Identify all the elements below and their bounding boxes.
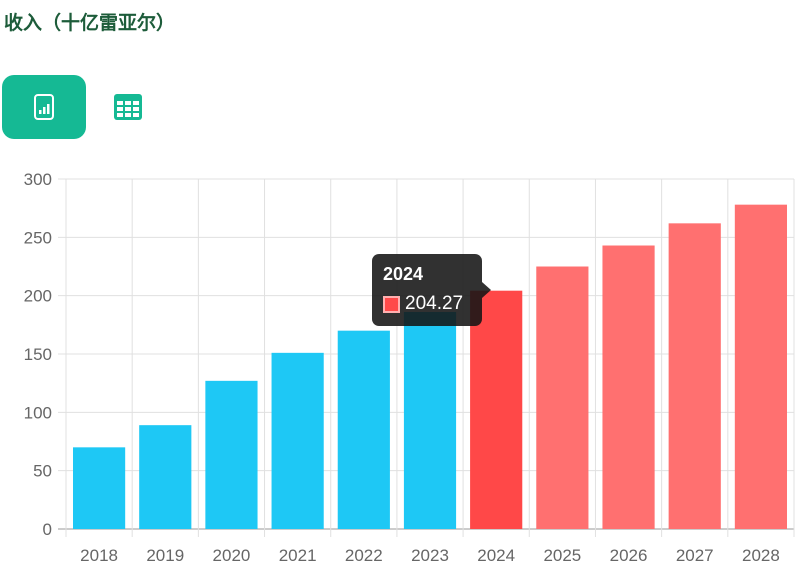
table-view-button[interactable] (88, 75, 168, 139)
y-tick-label: 100 (24, 403, 52, 422)
y-tick-label: 200 (24, 287, 52, 306)
bar-2021 (271, 352, 324, 529)
chart-icon (34, 94, 54, 120)
bar-2024 (470, 290, 523, 529)
bar-2028 (734, 204, 787, 529)
bar-2025 (536, 266, 589, 529)
x-tick-label: 2024 (477, 546, 515, 565)
x-tick-label: 2026 (610, 546, 648, 565)
bar-2019 (139, 425, 192, 529)
x-tick-label: 2020 (213, 546, 251, 565)
chart-title: 收入（十亿雷亚尔） (4, 12, 176, 34)
bar-2018 (73, 447, 126, 529)
bar-2022 (337, 330, 390, 529)
tooltip: 2024 204.27 (372, 254, 491, 326)
bar-2027 (668, 223, 721, 530)
x-tick-label: 2027 (676, 546, 714, 565)
x-tick-label: 2022 (345, 546, 383, 565)
y-tick-label: 150 (24, 345, 52, 364)
x-tick-label: 2019 (146, 546, 184, 565)
x-tick-label: 2021 (279, 546, 317, 565)
x-tick-label: 2025 (543, 546, 581, 565)
tooltip-value: 204.27 (405, 293, 464, 314)
x-tick-label: 2018 (80, 546, 118, 565)
y-tick-label: 0 (43, 520, 52, 539)
x-tick-label: 2023 (411, 546, 449, 565)
x-tick-label: 2028 (742, 546, 780, 565)
tooltip-swatch (383, 296, 400, 313)
bar-2026 (602, 245, 655, 529)
bar-2020 (205, 380, 258, 529)
chart-view-button[interactable] (2, 75, 86, 139)
bar-2023 (403, 312, 457, 529)
y-tick-label: 250 (24, 228, 52, 247)
tooltip-title: 2024 (383, 264, 424, 284)
y-tick-label: 50 (33, 462, 52, 481)
table-icon (114, 94, 142, 120)
y-tick-label: 300 (24, 170, 52, 189)
